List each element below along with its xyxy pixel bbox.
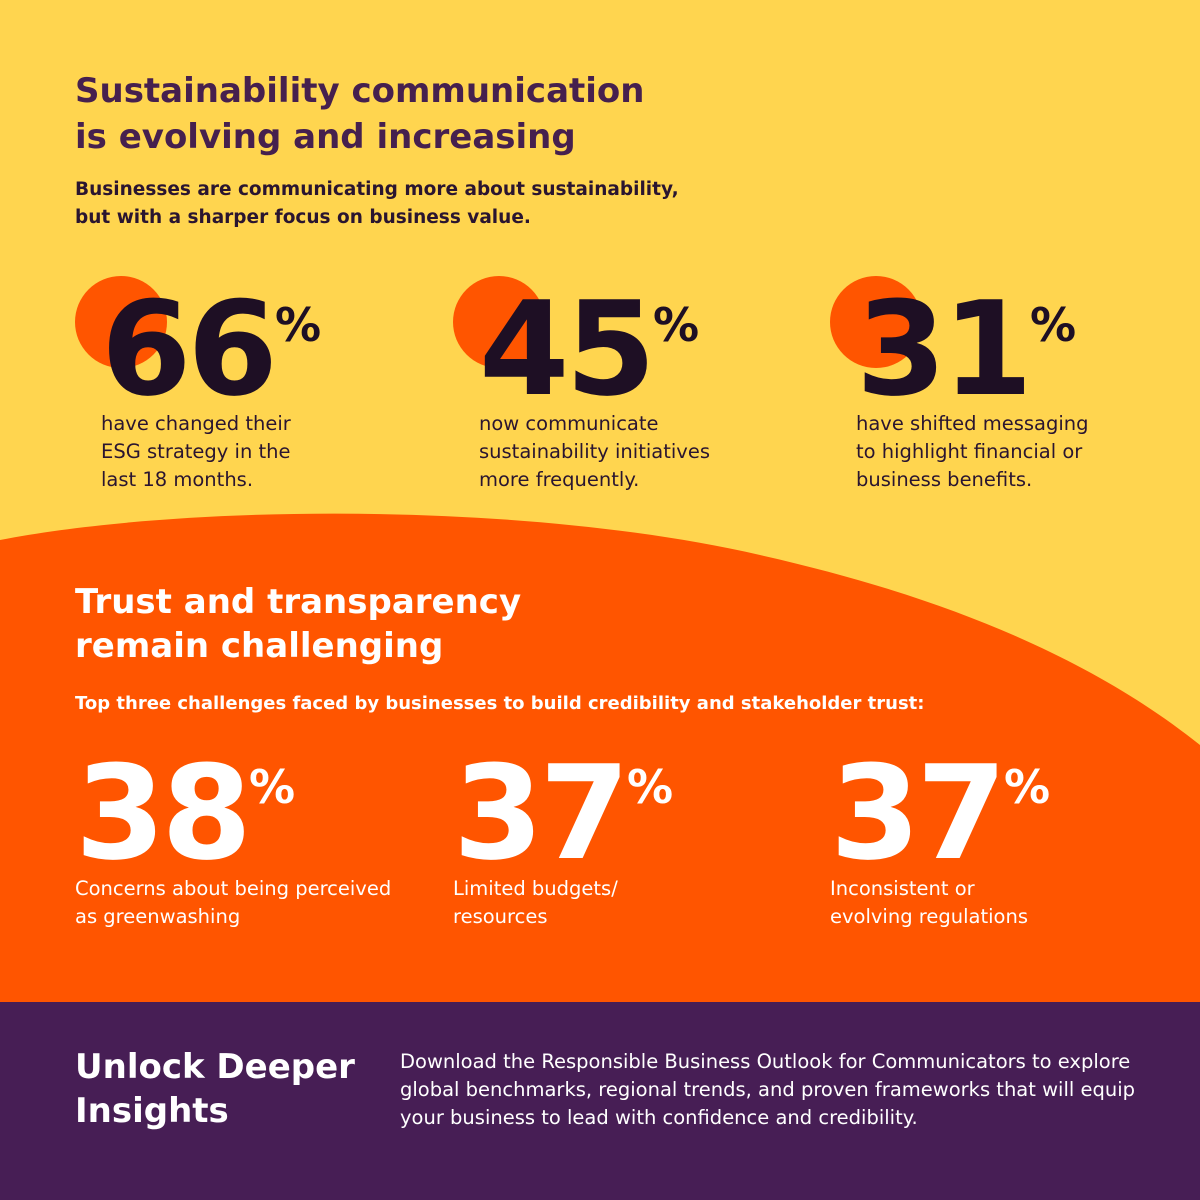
- stat-description: have changed their ESG strategy in the l…: [101, 410, 291, 494]
- section3-title: Unlock Deeper Insights: [75, 1045, 375, 1133]
- orange-circle-decoration: [75, 276, 167, 368]
- stat-description-line: sustainability initiatives: [479, 440, 710, 463]
- orange-wave-band: [0, 513, 1200, 1002]
- stat-percent-sign: %: [1030, 298, 1077, 352]
- section3-title-line2: Insights: [75, 1091, 229, 1131]
- stat-description: Inconsistent or evolving regulations: [830, 875, 1028, 931]
- section2-title-line1: Trust and transparency: [75, 582, 522, 622]
- section1-subtitle-line2: but with a sharper focus on business val…: [75, 207, 531, 228]
- stat-description-line: Concerns about being perceived: [75, 877, 392, 900]
- stat-value: 45: [479, 273, 656, 425]
- stat-description: Limited budgets/ resources: [453, 875, 618, 931]
- section3-body-line: Download the Responsible Business Outloo…: [400, 1050, 1131, 1073]
- stat-value: 66: [101, 273, 278, 425]
- section2-title-line2: remain challenging: [75, 626, 444, 666]
- stat-percent-sign: %: [275, 298, 322, 352]
- stat-percent-sign: %: [249, 760, 296, 814]
- stat-description-line: evolving regulations: [830, 905, 1028, 928]
- section3-title-line1: Unlock Deeper: [75, 1047, 355, 1087]
- stat-description-line: ESG strategy in the: [101, 440, 291, 463]
- section1-title-line2: is evolving and increasing: [75, 117, 576, 157]
- section2-title: Trust and transparency remain challengin…: [75, 580, 695, 668]
- stat-value: 38: [75, 737, 252, 889]
- stat-percent-sign: %: [653, 298, 700, 352]
- orange-circle-decoration: [453, 276, 545, 368]
- footer-banner: [0, 1002, 1200, 1200]
- stat-description-line: have shifted messaging: [856, 412, 1089, 435]
- stat-description-line: more frequently.: [479, 468, 640, 491]
- stat-description-line: Inconsistent or: [830, 877, 975, 900]
- section3-body-line: global benchmarks, regional trends, and …: [400, 1078, 1136, 1101]
- section1-subtitle-line1: Businesses are communicating more about …: [75, 179, 679, 200]
- stat-description-line: Limited budgets/: [453, 877, 618, 900]
- section1-subtitle: Businesses are communicating more about …: [75, 176, 695, 232]
- stat-description-line: last 18 months.: [101, 468, 254, 491]
- stat-percent-sign: %: [627, 760, 674, 814]
- section2-subtitle: Top three challenges faced by businesses…: [75, 693, 925, 714]
- stat-value: 31: [856, 273, 1033, 425]
- stat-description-line: now communicate: [479, 412, 659, 435]
- stat-description-line: as greenwashing: [75, 905, 241, 928]
- stat-description: now communicate sustainability initiativ…: [479, 410, 710, 494]
- stat-value: 37: [453, 737, 630, 889]
- section1-title: Sustainability communication is evolving…: [75, 68, 695, 160]
- stat-description: have shifted messaging to highlight fina…: [856, 410, 1089, 494]
- section3-body: Download the Responsible Business Outloo…: [400, 1048, 1160, 1132]
- orange-circle-decoration: [830, 276, 922, 368]
- stat-description-line: to highlight financial or: [856, 440, 1083, 463]
- section3-body-line: your business to lead with confidence an…: [400, 1106, 918, 1129]
- stat-description: Concerns about being perceived as greenw…: [75, 875, 391, 931]
- stat-percent-sign: %: [1004, 760, 1051, 814]
- stat-description-line: have changed their: [101, 412, 291, 435]
- stat-description-line: resources: [453, 905, 548, 928]
- stat-description-line: business benefits.: [856, 468, 1033, 491]
- section1-title-line1: Sustainability communication: [75, 71, 645, 111]
- stat-value: 37: [830, 737, 1007, 889]
